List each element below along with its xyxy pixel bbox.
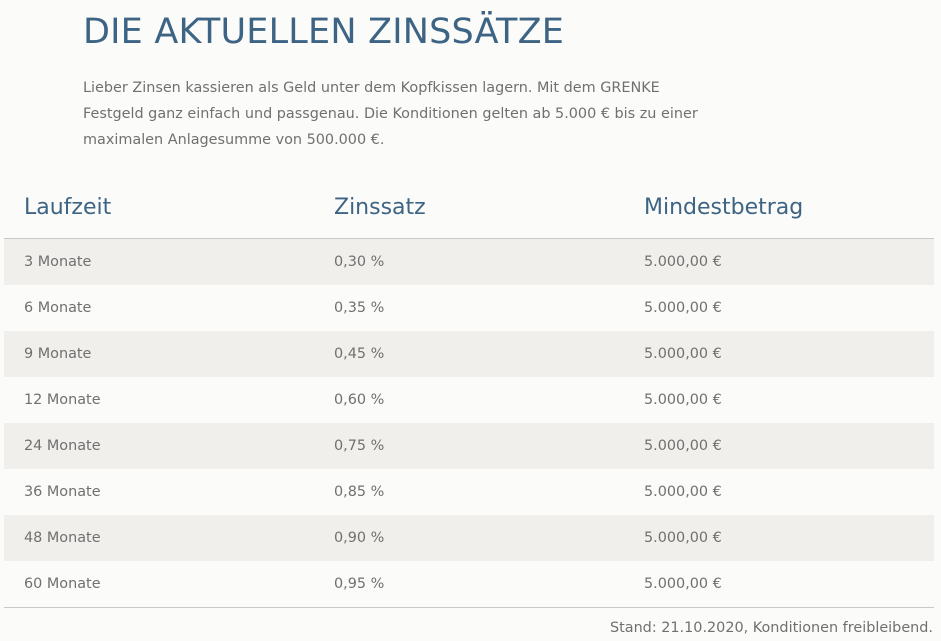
cell-laufzeit: 12 Monate [24, 392, 101, 408]
table-row: 60 Monate 0,95 % 5.000,00 € [4, 561, 934, 607]
cell-zinssatz: 0,90 % [334, 530, 385, 546]
table-header: Laufzeit Zinssatz Mindestbetrag [4, 180, 934, 239]
cell-zinssatz: 0,30 % [334, 254, 385, 270]
column-header-mindestbetrag: Mindestbetrag [644, 195, 804, 220]
table-row: 12 Monate 0,60 % 5.000,00 € [4, 377, 934, 423]
cell-laufzeit: 6 Monate [24, 300, 92, 316]
cell-mindestbetrag: 5.000,00 € [644, 484, 722, 500]
table-row: 9 Monate 0,45 % 5.000,00 € [4, 331, 934, 377]
intro-text: Lieber Zinsen kassieren als Geld unter d… [83, 80, 698, 148]
cell-zinssatz: 0,35 % [334, 300, 385, 316]
table-row: 48 Monate 0,90 % 5.000,00 € [4, 515, 934, 561]
cell-laufzeit: 24 Monate [24, 438, 101, 454]
interest-rates-table: Laufzeit Zinssatz Mindestbetrag 3 Monate… [4, 180, 934, 608]
table-row: 36 Monate 0,85 % 5.000,00 € [4, 469, 934, 515]
cell-mindestbetrag: 5.000,00 € [644, 392, 722, 408]
cell-laufzeit: 3 Monate [24, 254, 92, 270]
cell-laufzeit: 36 Monate [24, 484, 101, 500]
footnote: Stand: 21.10.2020, Konditionen freibleib… [609, 620, 933, 636]
cell-zinssatz: 0,60 % [334, 392, 385, 408]
cell-mindestbetrag: 5.000,00 € [644, 576, 722, 592]
cell-mindestbetrag: 5.000,00 € [644, 300, 722, 316]
cell-mindestbetrag: 5.000,00 € [644, 438, 722, 454]
cell-laufzeit: 48 Monate [24, 530, 101, 546]
table-body: 3 Monate 0,30 % 5.000,00 € 6 Monate 0,35… [4, 239, 934, 607]
cell-mindestbetrag: 5.000,00 € [644, 530, 722, 546]
cell-laufzeit: 9 Monate [24, 346, 92, 362]
page-title: DIE AKTUELLEN ZINSSÄTZE [83, 12, 565, 52]
table-row: 6 Monate 0,35 % 5.000,00 € [4, 285, 934, 331]
cell-zinssatz: 0,95 % [334, 576, 385, 592]
cell-laufzeit: 60 Monate [24, 576, 101, 592]
cell-mindestbetrag: 5.000,00 € [644, 346, 722, 362]
table-row: 3 Monate 0,30 % 5.000,00 € [4, 239, 934, 285]
cell-mindestbetrag: 5.000,00 € [644, 254, 722, 270]
table-bottom-border [4, 607, 934, 608]
column-header-zinssatz: Zinssatz [334, 195, 426, 220]
column-header-laufzeit: Laufzeit [24, 195, 112, 220]
table-row: 24 Monate 0,75 % 5.000,00 € [4, 423, 934, 469]
cell-zinssatz: 0,75 % [334, 438, 385, 454]
cell-zinssatz: 0,85 % [334, 484, 385, 500]
cell-zinssatz: 0,45 % [334, 346, 385, 362]
